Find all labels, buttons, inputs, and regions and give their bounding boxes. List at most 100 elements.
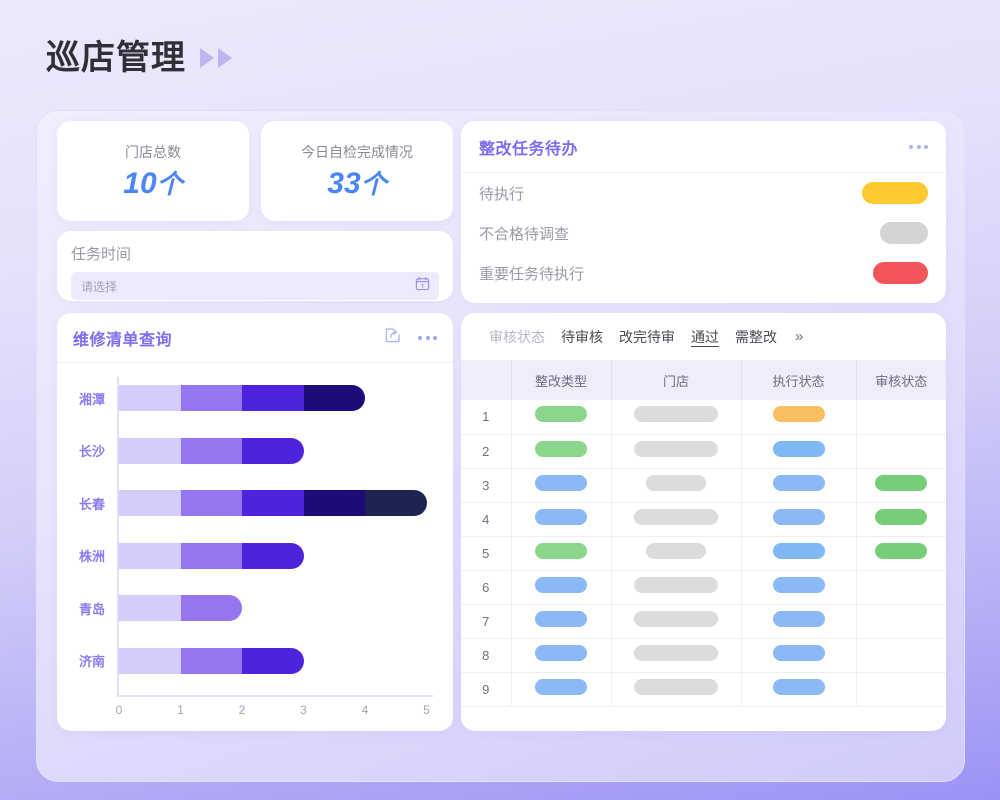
chevron-double-right-icon[interactable]: » [795, 328, 804, 345]
cell-status-pill [535, 406, 587, 423]
tab-通过[interactable]: 通过 [691, 328, 719, 345]
tab-改完待审[interactable]: 改完待审 [619, 328, 675, 345]
cell-status-pill [634, 406, 718, 423]
table-cell-exec [741, 400, 857, 435]
cell-status-pill [875, 474, 928, 491]
table-row-index: 9 [461, 672, 512, 707]
page-title: 巡店管理 [46, 39, 186, 77]
chart-bar-segment [119, 647, 181, 674]
table-row[interactable]: 2 [461, 434, 946, 469]
chart-bar-segment [242, 437, 304, 464]
cell-status-pill [535, 542, 587, 559]
todo-title: 整改任务待办 [479, 140, 579, 158]
todo-row-label: 重要任务待执行 [479, 265, 585, 283]
chart-bar-segment [180, 647, 242, 674]
table-row[interactable]: 3 [461, 468, 946, 503]
chart-bar-segment [119, 595, 181, 621]
chart-bar-segment [180, 542, 242, 569]
calendar-icon[interactable] [415, 276, 430, 296]
table-row[interactable]: 5 [461, 536, 946, 571]
chart-stacked-bar [119, 542, 304, 569]
stat-value: 33个 [327, 164, 386, 201]
chart-category-label: 青岛 [78, 601, 105, 617]
ellipsis-icon[interactable] [909, 144, 928, 149]
todo-row[interactable]: 重要任务待执行 [461, 253, 946, 293]
table-cell-type [511, 502, 612, 537]
cell-status-pill [535, 440, 587, 457]
cell-status-pill [772, 644, 825, 661]
table-row[interactable]: 6 [461, 570, 946, 605]
chart-bar-row: 青岛 [79, 595, 433, 621]
cell-status-pill [634, 644, 718, 661]
chart-bar-segment [242, 647, 304, 674]
cell-status-pill [535, 576, 587, 593]
chart-stacked-bar [119, 647, 304, 674]
stat-label: 门店总数 [125, 143, 181, 160]
cell-status-pill [772, 678, 825, 695]
cell-status-pill [634, 508, 718, 525]
todo-row[interactable]: 不合格待调查 [461, 213, 946, 253]
cell-status-pill [535, 678, 587, 695]
tab-待审核[interactable]: 待审核 [561, 328, 603, 345]
table-cell-audit [856, 468, 946, 503]
table-row-index: 1 [461, 400, 512, 435]
ellipsis-icon[interactable] [418, 335, 437, 340]
table-cell-type [511, 536, 612, 571]
page-header: 巡店管理 [46, 30, 232, 79]
table-row[interactable]: 8 [461, 638, 946, 673]
cell-status-pill [634, 678, 718, 695]
share-export-icon[interactable] [383, 326, 402, 350]
table-cell-audit [856, 434, 946, 469]
todo-list: 待执行不合格待调查 重要任务待执行 [461, 173, 946, 293]
table-column-header: 执行状态 [741, 360, 857, 400]
table-cell-exec [741, 570, 857, 605]
table-cell-exec [741, 468, 857, 503]
chart-header-actions [383, 326, 437, 350]
table-row[interactable]: 7 [461, 604, 946, 639]
cell-status-pill [535, 610, 587, 627]
tab-需整改[interactable]: 需整改 [735, 328, 777, 345]
todo-row-label: 待执行 [479, 185, 525, 203]
table-cell-shop [611, 672, 742, 707]
chart-bar-segment [180, 437, 242, 464]
table-row[interactable]: 9 [461, 672, 946, 707]
table-row-index: 2 [461, 434, 512, 469]
double-play-arrows-icon [200, 47, 232, 68]
stat-value: 10个 [123, 164, 182, 201]
chart-stacked-bar [119, 437, 304, 464]
table-row[interactable]: 4 [461, 502, 946, 537]
todo-row[interactable]: 待执行 [461, 173, 946, 213]
repair-list-chart-card: 维修清单查询 湘潭 长沙 长春 株洲 青岛 济南 0 1 2 3 4 5 [57, 313, 453, 731]
chart-bar-segment [119, 542, 181, 569]
table-cell-shop [611, 400, 742, 435]
tabs-filter-label: 审核状态 [489, 328, 545, 345]
chart-stacked-bar [119, 385, 365, 411]
cell-status-pill [634, 610, 718, 627]
chart-x-tick-label: 1 [177, 703, 184, 717]
task-time-placeholder: 请选择 [81, 279, 118, 294]
table-cell-audit [856, 536, 946, 571]
table-column-header-index [461, 360, 512, 400]
table-cell-type [511, 400, 612, 435]
chart-bar-row: 湘潭 [79, 385, 433, 411]
table-header-row: 整改类型 门店 执行状态 审核状态 [461, 360, 946, 400]
table-row-index: 6 [461, 570, 512, 605]
todo-card-header: 整改任务待办 [461, 121, 946, 173]
table-cell-exec [741, 502, 857, 537]
table-column-header: 审核状态 [856, 360, 946, 400]
chart-category-label: 长春 [78, 496, 105, 512]
table-row[interactable]: 1 [461, 400, 946, 435]
chart-bar-segment [242, 385, 304, 411]
chart-x-tick-label: 2 [238, 703, 246, 717]
chart-bar-segment [242, 490, 304, 516]
todo-row-label: 不合格待调查 [479, 225, 570, 243]
chart-card-header: 维修清单查询 [57, 313, 453, 363]
task-time-input[interactable]: 请选择 [71, 272, 439, 300]
chart-stacked-bar [119, 490, 427, 516]
table-cell-shop [611, 570, 742, 605]
chart-bar-segment [180, 595, 242, 621]
chart-bar-segment [365, 490, 427, 516]
cell-status-pill [535, 474, 587, 491]
